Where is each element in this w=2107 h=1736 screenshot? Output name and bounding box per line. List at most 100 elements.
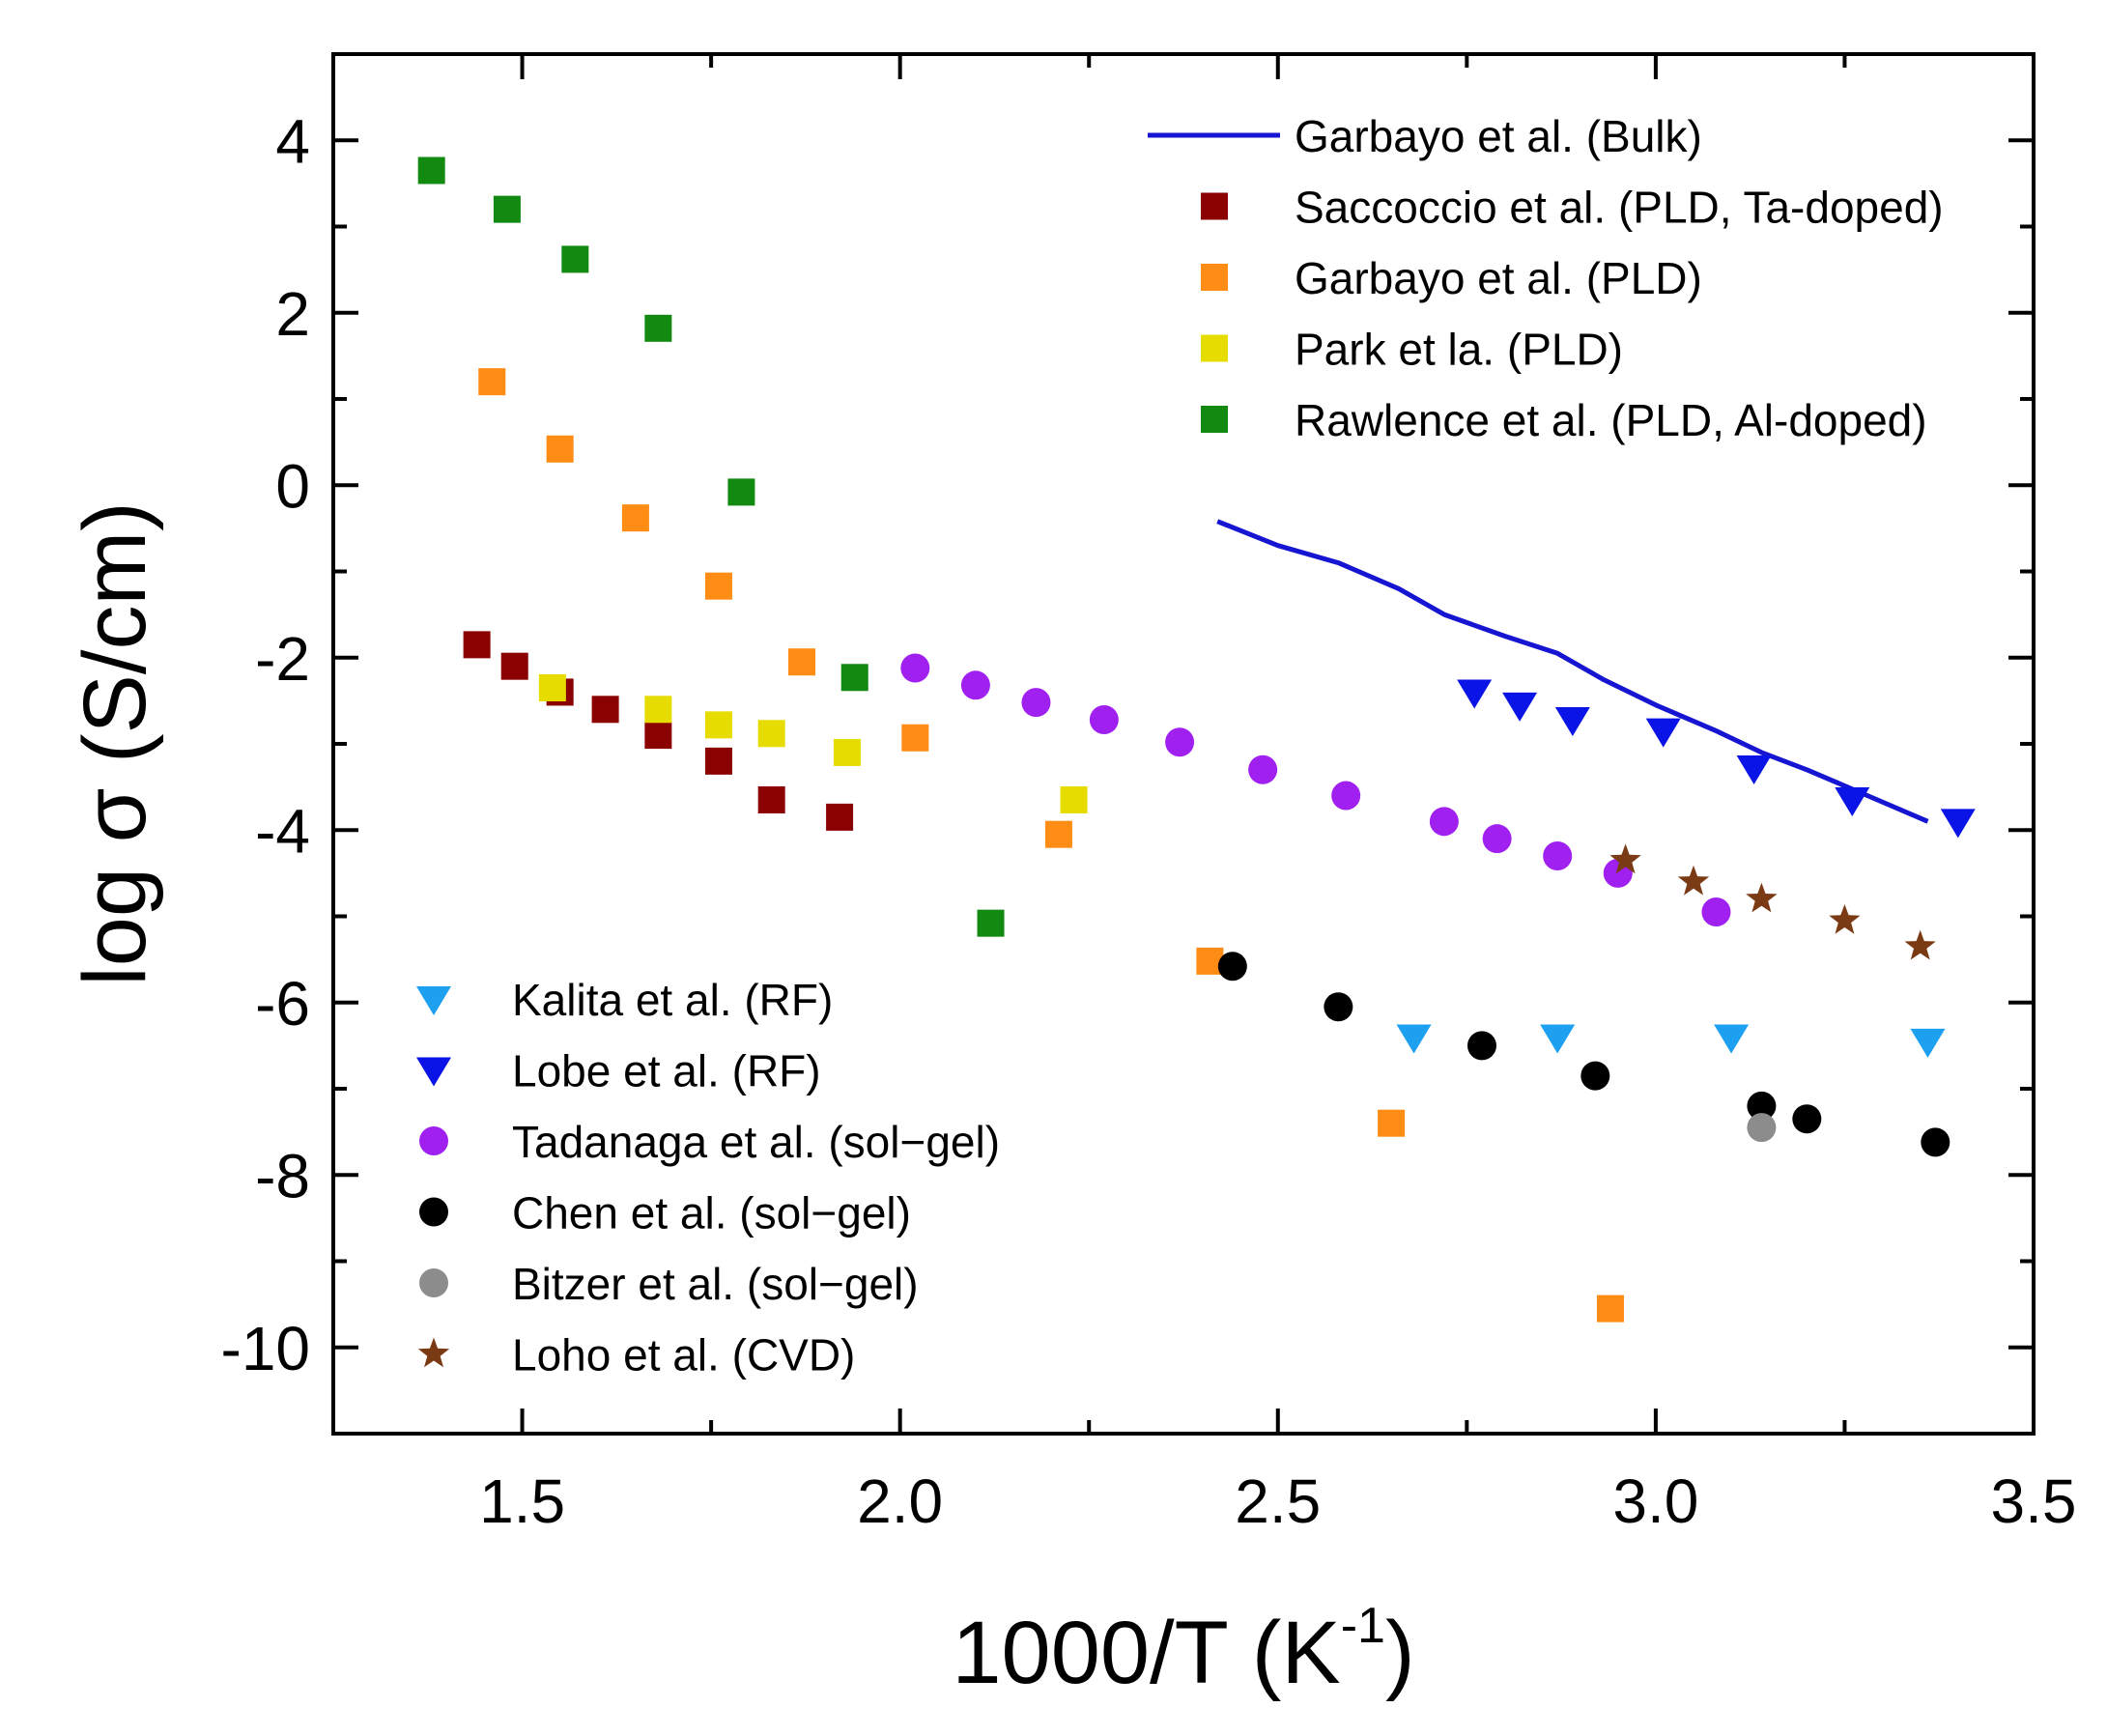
data-point — [546, 435, 574, 463]
data-point — [1596, 1295, 1624, 1323]
x-tick-label: 2.0 — [857, 1466, 943, 1536]
legend-label: Bitzer et al. (sol−gel) — [512, 1259, 919, 1309]
data-point — [1396, 1024, 1432, 1054]
y-tick-label: -10 — [221, 1314, 311, 1383]
series-garbayo-et-al-bulk — [1216, 519, 1929, 824]
data-point — [644, 722, 672, 750]
data-point — [621, 504, 649, 532]
data-point — [1429, 807, 1459, 837]
legend-label: Chen et al. (sol−gel) — [512, 1188, 911, 1238]
x-axis-title-close: ) — [1385, 1604, 1415, 1702]
data-point — [1540, 1024, 1576, 1054]
data-point — [1044, 820, 1072, 848]
axis-ticks — [331, 52, 2036, 1436]
legend-swatch — [1201, 264, 1228, 291]
data-point — [561, 245, 589, 273]
legend-item-tadanaga-et-al-sol-gel: Tadanaga et al. (sol−gel) — [419, 1117, 1000, 1167]
data-point — [1910, 1028, 1946, 1058]
data-point — [1324, 992, 1353, 1022]
legend-label: Lobe et al. (RF) — [512, 1046, 821, 1096]
data-point — [1736, 754, 1772, 784]
data-point — [833, 738, 861, 766]
y-tick-label: 0 — [275, 451, 310, 521]
data-point — [1904, 929, 1936, 960]
x-axis-title: 1000/T (K-1) — [952, 1598, 1414, 1702]
legend-swatch — [419, 1268, 448, 1297]
data-point — [1714, 1024, 1750, 1054]
legend-top-right: Garbayo et al. (Bulk) Saccoccio et al. (P… — [1148, 111, 1944, 445]
x-tick-label: 1.5 — [479, 1466, 565, 1536]
data-point — [1466, 1031, 1496, 1061]
legend-item-rawlence-et-al-pld-al-doped: Rawlence et al. (PLD, Al-doped) — [1201, 395, 1927, 445]
data-point — [1921, 1127, 1950, 1157]
data-point — [1457, 679, 1493, 709]
data-point — [1940, 809, 1976, 839]
data-point — [1554, 707, 1590, 737]
legend-item-loho-et-al-cvd: Loho et al. (CVD) — [417, 1330, 855, 1380]
data-point — [1089, 705, 1119, 735]
data-point — [840, 664, 868, 692]
legend-label: Garbayo et al. (Bulk) — [1295, 111, 1702, 161]
legend-label: Garbayo et al. (PLD) — [1295, 253, 1702, 303]
data-point — [960, 670, 990, 700]
data-point — [1378, 1109, 1406, 1137]
legend-swatch — [416, 1057, 451, 1087]
data-point — [538, 673, 566, 701]
y-tick-label: 2 — [275, 279, 310, 349]
y-axis-title: log σ (S/cm) — [66, 501, 164, 986]
data-point — [1248, 754, 1278, 784]
data-point — [826, 803, 854, 831]
legend-swatch — [419, 1197, 448, 1227]
data-point — [644, 696, 672, 724]
y-tick-label: -8 — [255, 1141, 310, 1210]
data-point — [417, 157, 445, 185]
legend-label: Saccoccio et al. (PLD, Ta-doped) — [1295, 183, 1944, 233]
legend-label: Park et la. (PLD) — [1295, 325, 1623, 375]
data-point — [1747, 1113, 1777, 1143]
legend-label: Loho et al. (CVD) — [512, 1330, 855, 1380]
y-tick-label: 4 — [275, 106, 310, 176]
data-point — [478, 368, 506, 396]
legend-item-lobe-et-al-rf: Lobe et al. (RF) — [416, 1046, 821, 1096]
data-point — [977, 909, 1005, 937]
data-point — [463, 631, 491, 659]
x-tick-label: 3.5 — [1991, 1466, 2077, 1536]
data-point — [1701, 897, 1731, 927]
x-tick-label: 2.5 — [1235, 1466, 1321, 1536]
data-point — [1060, 786, 1088, 814]
data-point — [1217, 952, 1247, 982]
legend-label: Tadanaga et al. (sol−gel) — [512, 1117, 1000, 1167]
series-line — [1216, 519, 1929, 824]
data-point — [757, 786, 785, 814]
series-kalita-et-al-rf — [1396, 1024, 1946, 1058]
data-point — [1502, 692, 1538, 722]
series-tadanaga-et-al-sol-gel — [900, 653, 1731, 927]
series-lobe-et-al-rf — [1457, 679, 1976, 839]
legend-label: Kalita et al. (RF) — [512, 975, 833, 1025]
legend-label: Rawlence et al. (PLD, Al-doped) — [1295, 395, 1927, 445]
legend-item-chen-et-al-sol-gel: Chen et al. (sol−gel) — [419, 1188, 911, 1238]
data-point — [1746, 882, 1778, 913]
series-park-et-la-pld — [538, 673, 1088, 814]
data-point — [704, 711, 732, 739]
data-point — [1829, 904, 1861, 934]
data-point — [901, 724, 929, 752]
y-tick-label: -6 — [255, 969, 310, 1039]
legend-item-kalita-et-al-rf: Kalita et al. (RF) — [416, 975, 833, 1025]
data-point — [787, 648, 815, 676]
legend: Garbayo et al. (Bulk) Saccoccio et al. (P… — [416, 111, 1944, 1380]
data-point — [704, 747, 732, 775]
data-point — [757, 720, 785, 748]
data-point — [1331, 781, 1361, 811]
x-axis-title-superscript: -1 — [1341, 1598, 1385, 1654]
series-rawlence-et-al-pld-al-doped — [417, 157, 1005, 937]
data-point — [1021, 688, 1051, 718]
series-garbayo-et-al-pld — [478, 368, 1624, 1323]
data-point — [900, 653, 930, 683]
series-chen-et-al-sol-gel — [1217, 952, 1950, 1157]
data-point — [591, 696, 619, 724]
data-series — [417, 157, 1976, 1323]
data-point — [704, 572, 732, 600]
legend-item-garbayo-et-al-pld: Garbayo et al. (PLD) — [1201, 253, 1702, 303]
